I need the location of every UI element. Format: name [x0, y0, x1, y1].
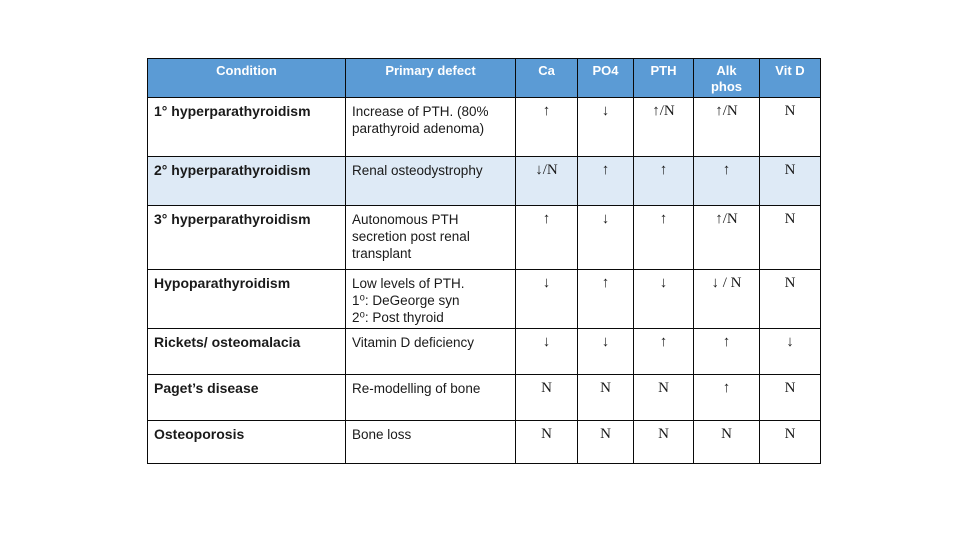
vit-d-value: N: [759, 374, 821, 421]
pth-value: N: [633, 420, 694, 464]
table-body: 1° hyperparathyroidism Increase of PTH. …: [147, 97, 821, 464]
header-vit-d: Vit D: [759, 58, 821, 98]
po4-value: ↑: [577, 269, 634, 329]
row-secondary-hyperparathyroidism: 2° hyperparathyroidism Renal osteodystro…: [147, 156, 821, 206]
vit-d-value: N: [759, 97, 821, 157]
pth-value: ↑: [633, 328, 694, 375]
po4-value: ↓: [577, 205, 634, 270]
defect-cell: Bone loss: [345, 420, 516, 464]
defect-cell: Low levels of PTH. 1⁰: DeGeorge syn 2⁰: …: [345, 269, 516, 329]
po4-value: ↓: [577, 328, 634, 375]
ca-value: ↓: [515, 328, 578, 375]
po4-value: ↑: [577, 156, 634, 206]
header-alk-phos: Alk phos: [693, 58, 760, 98]
header-row: Condition Primary defect Ca PO4 PTH Alk …: [147, 58, 821, 98]
row-rickets-osteomalacia: Rickets/ osteomalacia Vitamin D deficien…: [147, 328, 821, 375]
vit-d-value: N: [759, 420, 821, 464]
vit-d-value: N: [759, 269, 821, 329]
table-header: Condition Primary defect Ca PO4 PTH Alk …: [147, 58, 821, 98]
defect-cell: Re-modelling of bone: [345, 374, 516, 421]
defect-cell: Autonomous PTH secretion post renal tran…: [345, 205, 516, 270]
po4-value: N: [577, 374, 634, 421]
vit-d-value: N: [759, 156, 821, 206]
ca-value: ↓: [515, 269, 578, 329]
ca-value: ↑: [515, 205, 578, 270]
header-ca: Ca: [515, 58, 578, 98]
vit-d-value: ↓: [759, 328, 821, 375]
pth-value: ↑: [633, 156, 694, 206]
po4-value: N: [577, 420, 634, 464]
header-pth: PTH: [633, 58, 694, 98]
ca-value: ↑: [515, 97, 578, 157]
header-condition: Condition: [147, 58, 346, 98]
row-primary-hyperparathyroidism: 1° hyperparathyroidism Increase of PTH. …: [147, 97, 821, 157]
defect-cell: Increase of PTH. (80% parathyroid adenom…: [345, 97, 516, 157]
po4-value: ↓: [577, 97, 634, 157]
pth-value: N: [633, 374, 694, 421]
ca-value: ↓/N: [515, 156, 578, 206]
row-osteoporosis: Osteoporosis Bone loss N N N N N: [147, 420, 821, 464]
alk-phos-value: ↑: [693, 374, 760, 421]
alk-phos-value: ↑/N: [693, 97, 760, 157]
alk-phos-value: ↓ / N: [693, 269, 760, 329]
vit-d-value: N: [759, 205, 821, 270]
condition-cell: Rickets/ osteomalacia: [147, 328, 346, 375]
bone-conditions-table: Condition Primary defect Ca PO4 PTH Alk …: [147, 58, 821, 464]
condition-cell: Osteoporosis: [147, 420, 346, 464]
condition-cell: 1° hyperparathyroidism: [147, 97, 346, 157]
pth-value: ↓: [633, 269, 694, 329]
ca-value: N: [515, 374, 578, 421]
defect-cell: Renal osteodystrophy: [345, 156, 516, 206]
defect-cell: Vitamin D deficiency: [345, 328, 516, 375]
alk-phos-value: ↑/N: [693, 205, 760, 270]
alk-phos-value: N: [693, 420, 760, 464]
pth-value: ↑: [633, 205, 694, 270]
alk-phos-value: ↑: [693, 328, 760, 375]
ca-value: N: [515, 420, 578, 464]
alk-phos-value: ↑: [693, 156, 760, 206]
condition-cell: 3° hyperparathyroidism: [147, 205, 346, 270]
header-po4: PO4: [577, 58, 634, 98]
row-tertiary-hyperparathyroidism: 3° hyperparathyroidism Autonomous PTH se…: [147, 205, 821, 270]
row-pagets-disease: Paget’s disease Re-modelling of bone N N…: [147, 374, 821, 421]
condition-cell: Hypoparathyroidism: [147, 269, 346, 329]
pth-value: ↑/N: [633, 97, 694, 157]
row-hypoparathyroidism: Hypoparathyroidism Low levels of PTH. 1⁰…: [147, 269, 821, 329]
header-primary-defect: Primary defect: [345, 58, 516, 98]
condition-cell: 2° hyperparathyroidism: [147, 156, 346, 206]
condition-cell: Paget’s disease: [147, 374, 346, 421]
